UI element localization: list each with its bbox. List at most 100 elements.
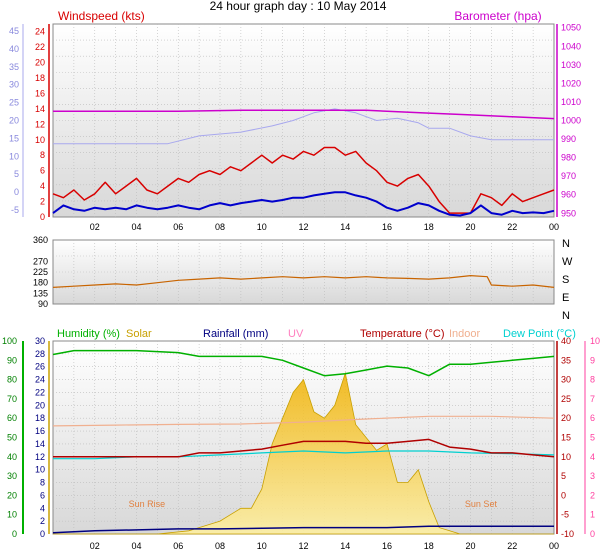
wind-ylabel-left: Windspeed (kts) xyxy=(58,9,145,23)
wind-right-tick: 1040 xyxy=(561,41,581,51)
wind-right-tick: 1030 xyxy=(561,60,581,70)
weather-x-tick: 14 xyxy=(340,541,350,551)
rainfall-tick: 10 xyxy=(35,465,45,475)
wind-left-outer-tick: 45 xyxy=(9,26,19,36)
temperature-tick: 10 xyxy=(561,452,571,462)
wind-x-tick: 22 xyxy=(507,222,517,232)
wind-right-tick: 950 xyxy=(561,208,576,218)
rainfall-tick: 26 xyxy=(35,362,45,372)
direction-left-tick: 90 xyxy=(38,299,48,309)
series-wind-light-line xyxy=(53,108,554,145)
wind-left-inner-tick: 4 xyxy=(40,181,45,191)
wind-left-inner-tick: 0 xyxy=(40,212,45,222)
humidity-tick: 20 xyxy=(7,490,17,500)
wind-left-outer-tick: 5 xyxy=(14,169,19,179)
wind-left-outer-tick: 35 xyxy=(9,62,19,72)
rainfall-tick: 2 xyxy=(40,516,45,526)
wind-right-tick: 970 xyxy=(561,171,576,181)
temperature-tick: 25 xyxy=(561,394,571,404)
uv-tick: 8 xyxy=(590,375,595,385)
weather-x-tick: 16 xyxy=(382,541,392,551)
legend-entry: Solar xyxy=(126,328,152,340)
uv-tick: 10 xyxy=(590,336,600,346)
uv-tick: 2 xyxy=(590,490,595,500)
humidity-tick: 60 xyxy=(7,413,17,423)
direction-right-tick: E xyxy=(562,292,569,304)
wind-x-tick: 14 xyxy=(340,222,350,232)
weather-x-tick: 18 xyxy=(424,541,434,551)
rainfall-tick: 22 xyxy=(35,387,45,397)
direction-right-tick: N xyxy=(562,238,570,250)
wind-left-outer-tick: 20 xyxy=(9,116,19,126)
humidity-tick: 10 xyxy=(7,510,17,520)
series-solar xyxy=(53,371,554,535)
rainfall-tick: 8 xyxy=(40,478,45,488)
wind-x-tick: 04 xyxy=(131,222,141,232)
temperature-tick: -10 xyxy=(561,529,574,539)
wind-x-tick: 16 xyxy=(382,222,392,232)
wind-x-tick: 02 xyxy=(90,222,100,232)
wind-x-tick: 06 xyxy=(173,222,183,232)
humidity-tick: 50 xyxy=(7,433,17,443)
weather-x-tick: 06 xyxy=(173,541,183,551)
legend-entry: Dew Point (°C) xyxy=(503,328,576,340)
humidity-tick: 30 xyxy=(7,471,17,481)
temperature-tick: 15 xyxy=(561,433,571,443)
wind-right-tick: 980 xyxy=(561,153,576,163)
wind-left-inner-tick: 8 xyxy=(40,150,45,160)
legend-entry: UV xyxy=(288,328,304,340)
temperature-tick: 20 xyxy=(561,413,571,423)
wind-x-tick: 20 xyxy=(465,222,475,232)
temperature-tick: 30 xyxy=(561,375,571,385)
direction-left-tick: 270 xyxy=(33,256,48,266)
series-wind-direction xyxy=(52,275,555,288)
direction-right-tick: S xyxy=(562,274,569,286)
direction-left-tick: 135 xyxy=(33,288,48,298)
direction-left-tick: 360 xyxy=(33,235,48,245)
series-rainfall xyxy=(52,525,554,534)
humidity-tick: 40 xyxy=(7,452,17,462)
rainfall-tick: 0 xyxy=(40,529,45,539)
temperature-tick: 35 xyxy=(561,355,571,365)
wind-right-tick: 1050 xyxy=(561,23,581,33)
temperature-tick: 40 xyxy=(561,336,571,346)
humidity-tick: 70 xyxy=(7,394,17,404)
wind-left-inner-tick: 6 xyxy=(40,166,45,176)
series-wind-average xyxy=(52,191,555,217)
series-temperature xyxy=(53,438,555,458)
wind-left-outer-tick: 0 xyxy=(14,187,19,197)
weather-x-tick: 02 xyxy=(90,541,100,551)
uv-tick: 7 xyxy=(590,394,595,404)
wind-left-inner-tick: 14 xyxy=(35,104,45,114)
wind-right-tick: 960 xyxy=(561,190,576,200)
uv-tick: 9 xyxy=(590,355,595,365)
wind-left-inner-tick: 20 xyxy=(35,58,45,68)
wind-right-tick: 990 xyxy=(561,134,576,144)
weather-x-tick: 08 xyxy=(215,541,225,551)
wind-left-inner-tick: 12 xyxy=(35,119,45,129)
wind-left-outer-tick: 30 xyxy=(9,80,19,90)
wind-right-tick: 1020 xyxy=(561,78,581,88)
wind-right-tick: 1000 xyxy=(561,116,581,126)
wind-left-outer-tick: 40 xyxy=(9,44,19,54)
direction-right-tick: W xyxy=(562,256,573,268)
sun-set-label: Sun Set xyxy=(465,499,498,509)
rainfall-tick: 30 xyxy=(35,336,45,346)
wind-x-tick: 08 xyxy=(215,222,225,232)
weather-panel: Humidity (%) Solar Rainfall (mm) UV Temperat… xyxy=(2,328,600,551)
wind-left-inner-tick: 16 xyxy=(35,88,45,98)
wind-left-outer-tick: 10 xyxy=(9,151,19,161)
rainfall-tick: 24 xyxy=(35,375,45,385)
humidity-tick: 100 xyxy=(2,336,17,346)
legend-entry: Temperature (°C) xyxy=(360,328,444,340)
rainfall-tick: 6 xyxy=(40,490,45,500)
rainfall-tick: 20 xyxy=(35,400,45,410)
direction-left-tick: 180 xyxy=(33,278,48,288)
wind-x-tick: 12 xyxy=(298,222,308,232)
page-title: 24 hour graph day : 10 May 2014 xyxy=(210,0,387,13)
weather-x-tick: 12 xyxy=(298,541,308,551)
uv-tick: 6 xyxy=(590,413,595,423)
wind-x-tick: 00 xyxy=(549,222,559,232)
